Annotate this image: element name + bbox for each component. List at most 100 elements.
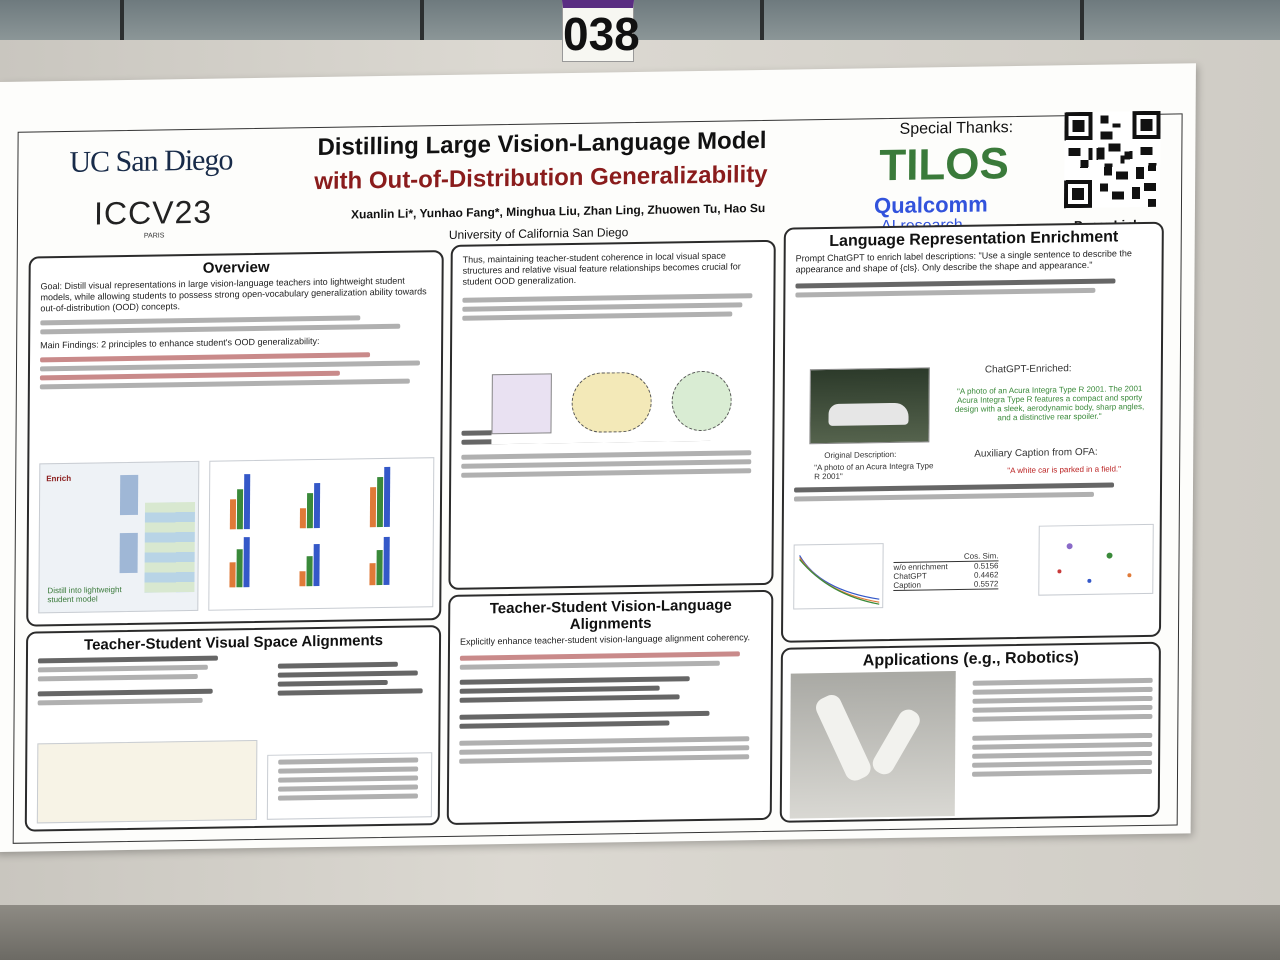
chart-bar: [369, 563, 376, 586]
text-line: [39, 378, 410, 390]
table-row: [972, 677, 1153, 686]
chart-bar: [299, 508, 306, 529]
ofa-caption-text: "A white car is parked in a field.": [1007, 464, 1122, 476]
vl-alignment-title: Teacher-Student Vision-Language Alignmen…: [489, 596, 732, 634]
visual-space-diagram: [36, 739, 258, 824]
table-row: [972, 732, 1153, 741]
ood-bar-charts: [208, 457, 435, 611]
chart-bar: [229, 499, 237, 530]
table-row: [972, 713, 1153, 722]
equation-line: [277, 679, 388, 687]
table-row: [278, 775, 419, 783]
chart-bar: [376, 476, 384, 528]
chart-bar: [243, 474, 251, 530]
vl-alignment-panel: Teacher-Student Vision-Language Alignmen…: [446, 589, 774, 825]
table-row: [461, 468, 752, 478]
table-row: [277, 793, 418, 801]
table-row: [972, 768, 1153, 777]
chatgpt-enriched-label: ChatGPT-Enriched:: [984, 363, 1072, 376]
car-photo: [809, 367, 930, 445]
floor: [0, 905, 1280, 960]
enrich-label: Enrich: [46, 473, 72, 484]
table-row: [972, 741, 1153, 750]
table-row: [278, 784, 419, 792]
original-description-label: Original Description:: [824, 449, 897, 461]
language-enrichment-panel: Language Representation Enrichment Promp…: [780, 221, 1164, 643]
table-row: [278, 757, 419, 765]
tsne-plot-no-enrichment: [1038, 523, 1154, 596]
text-line: [37, 664, 208, 673]
table-row: [461, 450, 752, 460]
image-encoder-box: [119, 532, 138, 574]
white-car: [828, 402, 909, 426]
overview-findings: Main Findings: 2 principles to enhance s…: [40, 335, 320, 351]
text-line: [37, 697, 203, 706]
equation-line: [277, 661, 398, 669]
distill-label: Distill into lightweight student model: [47, 585, 122, 605]
chart-bar: [243, 537, 250, 588]
table-row: [972, 704, 1153, 713]
overview-panel: Overview Goal: Distill visual representa…: [26, 250, 444, 627]
ceiling-beam: [760, 0, 764, 60]
table-row: [459, 736, 750, 746]
iccv-location: PARIS: [143, 232, 165, 240]
iccv-logo: ICCV23: [93, 193, 213, 232]
applications-panel: Applications (e.g., Robotics): [779, 641, 1161, 823]
robot-arm-segment: [869, 705, 924, 778]
special-thanks: Special Thanks:: [899, 119, 1014, 138]
chart-bar: [236, 489, 244, 530]
chart-bar: [383, 536, 390, 585]
chart-bar: [383, 466, 391, 527]
coherence-panel: Thus, maintaining teacher-student cohere…: [448, 239, 776, 590]
robot-arm-segment: [812, 691, 874, 784]
cosine-similarity-table: Cos. Sim. w/o enrichment 0.5156 ChatGPT 0.…: [893, 551, 999, 591]
student-feature-box: [491, 373, 552, 435]
results-table: [266, 752, 433, 820]
qr-code-icon: [1063, 110, 1161, 209]
chart-bar: [369, 487, 377, 528]
equation-line: [277, 688, 423, 696]
robotics-results-table: [962, 674, 1153, 781]
table-row: [972, 695, 1153, 704]
tsne-scatter: [1057, 543, 1132, 583]
applications-title: Applications (e.g., Robotics): [862, 649, 1079, 670]
poster-title-line2: with Out-of-Distribution Generalizabilit…: [314, 160, 768, 196]
equation-line: [459, 694, 680, 703]
tilos-logo: TILOS: [879, 139, 1010, 191]
poster-title-line1: Distilling Large Vision-Language Model: [317, 126, 767, 162]
text-line: [37, 655, 218, 664]
text-line: [462, 302, 743, 312]
table-row: Caption 0.5572: [893, 579, 999, 591]
text-line: [794, 482, 1115, 493]
visual-alignment-panel: Teacher-Student Visual Space Alignments: [24, 625, 442, 832]
coherence-intro: Thus, maintaining teacher-student cohere…: [462, 250, 741, 287]
text-line: [793, 491, 1094, 502]
feature-structure-diagram: [491, 360, 742, 445]
text-line: [462, 293, 753, 303]
text-line: [40, 315, 361, 326]
research-poster: UC San Diego ICCV23 PARIS Distilling Lar…: [0, 63, 1196, 853]
neighbor-feature-circle: [671, 370, 732, 432]
visual-alignment-title: Teacher-Student Visual Space Alignments: [84, 631, 384, 654]
poster-affiliation: University of California San Diego: [448, 225, 629, 242]
text-line: [37, 688, 213, 697]
chart-bar: [236, 549, 243, 588]
overview-goal: Goal: Distill visual representations in …: [40, 275, 427, 314]
original-description-text: "A photo of an Acura Integra Type R 2001…: [814, 461, 934, 482]
text-line: [795, 278, 1116, 289]
ucsd-logo: UC San Diego: [69, 143, 233, 179]
equation-line: [459, 710, 710, 720]
chart-bar: [313, 543, 320, 587]
similarity-matrix: [144, 501, 196, 593]
chatgpt-enriched-text: "A photo of an Acura Integra Type R 2001…: [954, 384, 1145, 423]
equation-line: [459, 720, 670, 729]
text-line: [459, 651, 740, 661]
equation-line: [459, 676, 690, 685]
chart-bar: [313, 482, 321, 529]
table-row: [972, 750, 1153, 759]
table-row: [972, 759, 1153, 768]
table-row: [461, 459, 752, 469]
text-line: [39, 360, 421, 372]
equations-block: [267, 657, 433, 750]
equation-line: [277, 670, 418, 678]
